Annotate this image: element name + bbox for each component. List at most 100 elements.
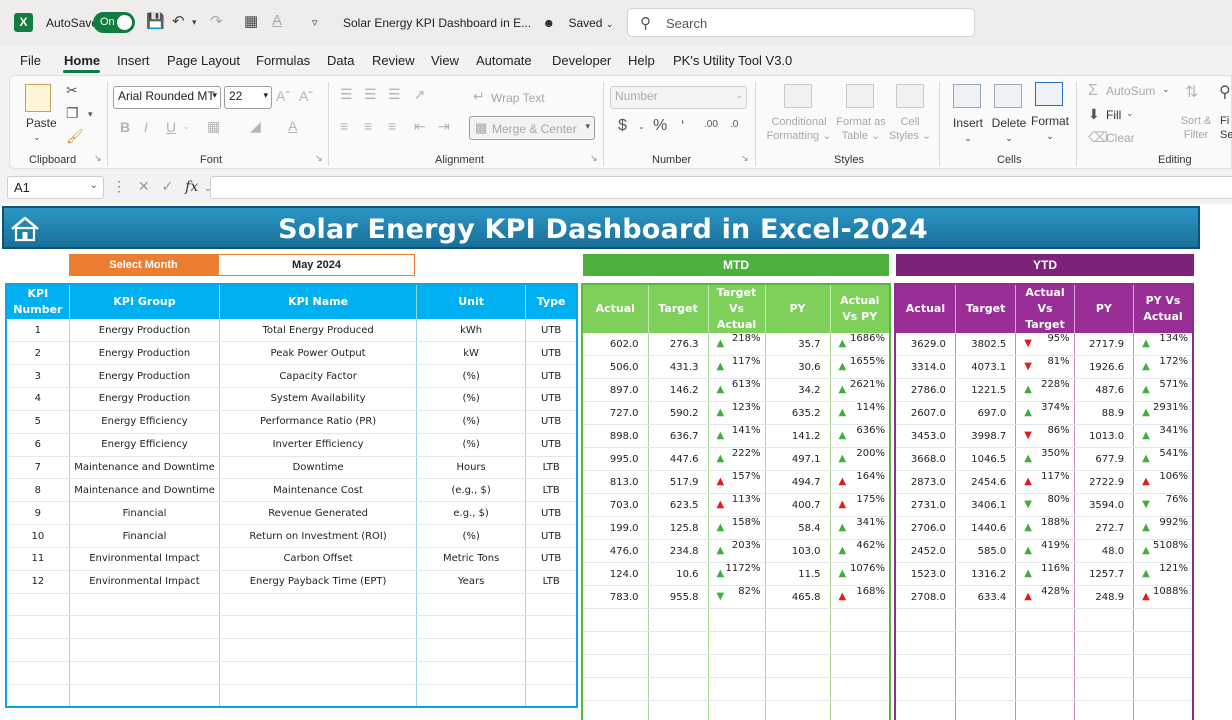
mtd-actual-cell[interactable]: 897.0 [582,378,649,403]
empty-cell[interactable] [416,684,527,708]
autosum-button[interactable]: AutoSum [1106,84,1156,98]
kpi-name-cell[interactable]: Return on Investment (ROI) [219,524,417,548]
mtd-py-cell[interactable]: 35.7 [765,333,831,357]
decrease-font-size-icon[interactable]: Aˇ [299,88,313,104]
mtd-target-cell[interactable]: 276.3 [648,333,709,357]
confirm-icon[interactable]: ✓ [161,178,174,194]
align-top-icon[interactable]: ☰ [340,86,353,102]
ytd-py-cell[interactable]: 88.9 [1074,401,1135,426]
mtd-target-cell[interactable]: 590.2 [648,401,709,426]
underline-icon[interactable]: U [166,119,177,135]
customize-qat-icon[interactable]: ▿ [312,17,318,29]
kpi-unit-cell[interactable]: (%) [416,524,527,548]
italic-icon[interactable]: I [144,119,148,135]
empty-cell[interactable] [69,638,221,663]
kpi-unit-cell[interactable]: e.g., $) [416,501,527,526]
ytd-py-vs-actual-cell[interactable]: ▲ 2931% [1133,401,1194,426]
tab-developer[interactable]: Developer [552,53,612,68]
mtd-actual-cell[interactable]: 602.0 [582,333,649,357]
empty-cell[interactable] [6,593,70,617]
kpi-number-cell[interactable]: 3 [6,364,70,389]
kpi-name-cell[interactable]: Downtime [219,456,417,480]
mtd-actual-vs-py-cell[interactable]: ▲ 2621% [830,378,891,403]
kpi-name-cell[interactable]: Revenue Generated [219,501,417,526]
mtd-actual-cell[interactable]: 506.0 [582,355,649,380]
kpi-name-cell[interactable]: Capacity Factor [219,364,417,389]
kpi-name-cell[interactable]: Maintenance Cost [219,478,417,503]
chevron-down-icon[interactable]: ⌄ [204,183,212,193]
tab-pk-utility-tool[interactable]: PK's Utility Tool V3.0 [673,53,793,68]
dialog-launcher-icon[interactable]: ↘ [315,153,323,163]
tab-file[interactable]: File [20,53,41,68]
kpi-number-cell[interactable]: 8 [6,478,70,503]
comma-style-icon[interactable]: ‘ [681,117,685,134]
kpi-unit-cell[interactable]: kWh [416,319,527,343]
mtd-target-vs-actual-cell[interactable]: ▲ 613% [708,378,766,403]
bold-icon[interactable]: B [120,119,131,135]
ytd-target-cell[interactable]: 2454.6 [955,470,1017,495]
empty-cell[interactable] [1015,654,1075,678]
ytd-target-cell[interactable]: 3998.7 [955,424,1017,449]
empty-cell[interactable] [1074,654,1135,678]
cut-icon[interactable]: ✂ [66,82,78,98]
empty-cell[interactable] [765,700,831,720]
increase-indent-icon[interactable]: ⇥ [438,118,450,134]
ytd-target-cell[interactable]: 4073.1 [955,355,1017,380]
fill-color-icon[interactable]: ◢ [250,118,261,134]
empty-cell[interactable] [219,638,417,663]
merge-center-button[interactable]: ▩ Merge & Center ▾ [469,116,595,140]
empty-cell[interactable] [708,654,766,678]
decrease-decimal-icon[interactable]: .0 [730,119,739,130]
delete-cells-button[interactable]: Delete ⌄ [991,116,1027,143]
mtd-py-cell[interactable]: 103.0 [765,539,831,564]
kpi-number-cell[interactable]: 5 [6,410,70,434]
ytd-actual-vs-target-cell[interactable]: ▼ 80% [1015,493,1075,518]
mtd-actual-vs-py-cell[interactable]: ▲ 1686% [830,333,891,357]
ytd-actual-cell[interactable]: 2708.0 [895,585,956,610]
ytd-target-cell[interactable]: 633.4 [955,585,1017,610]
kpi-name-cell[interactable]: Inverter Efficiency [219,433,417,457]
empty-cell[interactable] [6,661,70,685]
kpi-unit-cell[interactable]: (%) [416,410,527,434]
accounting-dropdown-icon[interactable]: ⌄ [638,122,645,131]
save-icon[interactable]: 💾 [146,13,165,30]
mtd-actual-cell[interactable]: 703.0 [582,493,649,518]
mtd-actual-cell[interactable]: 995.0 [582,447,649,472]
align-middle-icon[interactable]: ☰ [364,86,377,102]
empty-cell[interactable] [1015,677,1075,701]
mtd-target-vs-actual-cell[interactable]: ▲ 1172% [708,562,766,587]
kpi-group-cell[interactable]: Energy Production [69,341,221,366]
empty-cell[interactable] [1133,700,1194,720]
ytd-actual-cell[interactable]: 2873.0 [895,470,956,495]
ytd-actual-cell[interactable]: 1523.0 [895,562,956,587]
mtd-target-vs-actual-cell[interactable]: ▲ 123% [708,401,766,426]
kpi-type-cell[interactable]: UTB [525,433,578,457]
mtd-py-cell[interactable]: 34.2 [765,378,831,403]
mtd-target-vs-actual-cell[interactable]: ▼ 82% [708,585,766,610]
empty-cell[interactable] [765,631,831,656]
kpi-type-cell[interactable]: LTB [525,478,578,503]
empty-cell[interactable] [708,677,766,701]
copy-icon[interactable]: ❐ [66,105,79,121]
ytd-actual-vs-target-cell[interactable]: ▲ 188% [1015,516,1075,541]
ytd-actual-cell[interactable]: 3314.0 [895,355,956,380]
kpi-number-cell[interactable]: 9 [6,501,70,526]
autosum-icon[interactable]: Σ [1088,82,1098,99]
kpi-type-cell[interactable]: UTB [525,341,578,366]
mtd-py-cell[interactable]: 58.4 [765,516,831,541]
ytd-target-cell[interactable]: 697.0 [955,401,1017,426]
tab-data[interactable]: Data [327,53,355,68]
empty-cell[interactable] [895,631,956,656]
mtd-actual-vs-py-cell[interactable]: ▲ 636% [830,424,891,449]
ytd-target-cell[interactable]: 1221.5 [955,378,1017,403]
ytd-actual-vs-target-cell[interactable]: ▼ 95% [1015,333,1075,357]
kpi-group-cell[interactable]: Environmental Impact [69,547,221,571]
mtd-actual-cell[interactable]: 727.0 [582,401,649,426]
ytd-py-vs-actual-cell[interactable]: ▲ 1088% [1133,585,1194,610]
mtd-target-cell[interactable]: 447.6 [648,447,709,472]
empty-cell[interactable] [765,654,831,678]
empty-cell[interactable] [955,700,1017,720]
kpi-name-cell[interactable]: Carbon Offset [219,547,417,571]
insert-cells-button[interactable]: Insert ⌄ [952,116,983,143]
kpi-number-cell[interactable]: 12 [6,570,70,594]
